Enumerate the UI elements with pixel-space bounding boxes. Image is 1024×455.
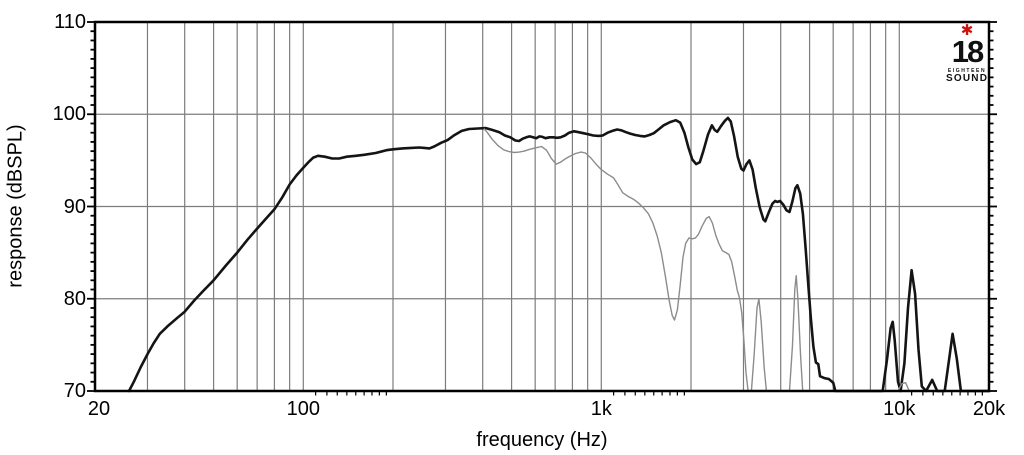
logo-brand-line1: EIGHTEEN	[947, 68, 987, 74]
x-tick-label: 100	[286, 398, 320, 420]
thick-black-curve	[127, 116, 991, 393]
star-icon: ✱	[960, 22, 974, 39]
logo-brand-line2: SOUND	[946, 73, 989, 84]
logo-number: 18	[951, 34, 984, 69]
x-tick-label: 20k	[972, 398, 1006, 420]
y-tick-label: 70	[63, 380, 86, 402]
x-tick-label: 20	[87, 398, 111, 420]
y-tick-label: 90	[63, 195, 86, 218]
x-tick-label: 1k	[590, 398, 612, 420]
y-axis-title: response (dBSPL)	[4, 124, 27, 288]
y-tick-label: 100	[52, 103, 86, 126]
y-tick-label: 80	[63, 287, 86, 310]
y-tick-label: 110	[54, 11, 86, 33]
plot-frame	[93, 20, 991, 393]
brand-logo: ✱ 18 EIGHTEEN SOUND	[946, 22, 989, 84]
thin-gray-curve	[483, 128, 990, 392]
x-tick-label: 10k	[883, 398, 916, 420]
x-axis-title: frequency (Hz)	[476, 429, 608, 451]
